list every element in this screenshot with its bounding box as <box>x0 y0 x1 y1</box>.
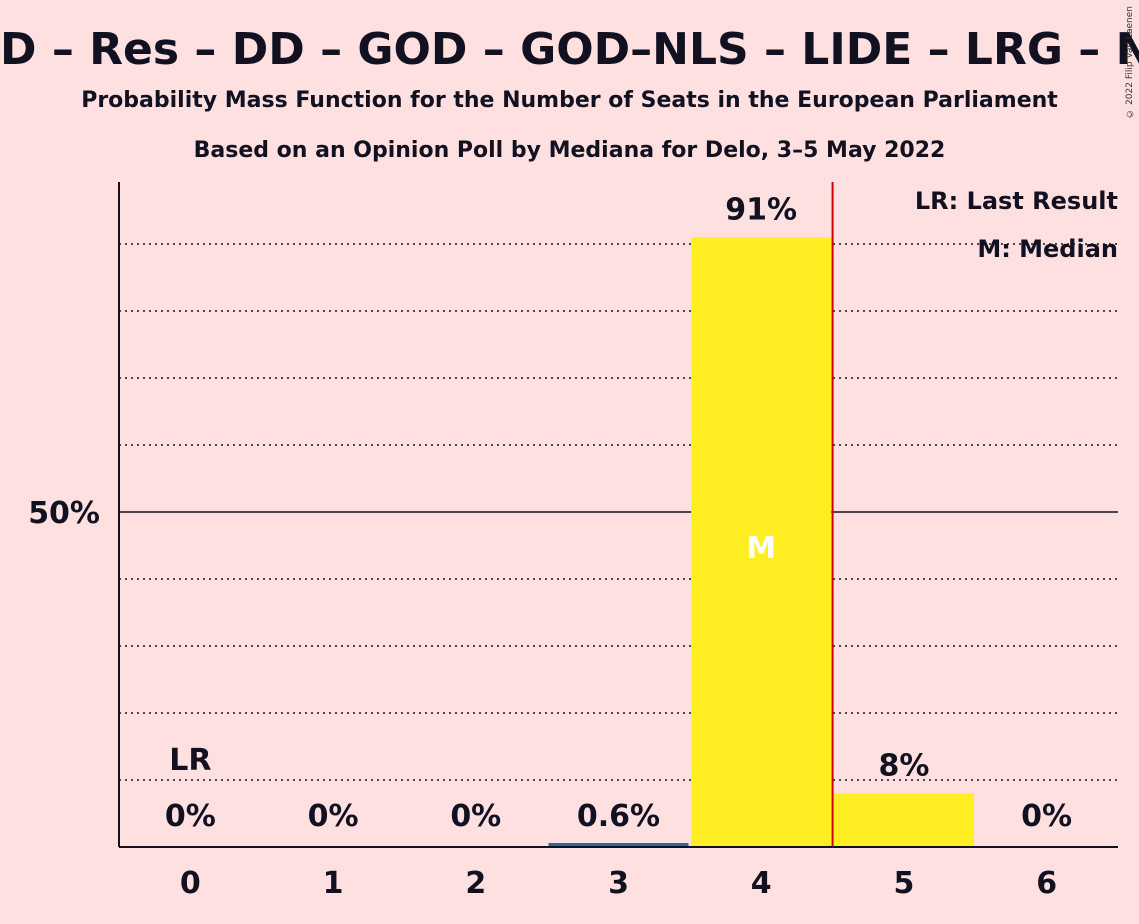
y-tick-label: 50% <box>28 496 100 531</box>
median-label: M <box>746 531 776 566</box>
x-tick-label: 6 <box>1036 866 1057 901</box>
x-tick-label: 1 <box>323 866 344 901</box>
bar <box>691 237 832 848</box>
value-label: 0.6% <box>577 799 660 834</box>
value-label: 0% <box>1021 799 1072 834</box>
legend-last-result: LR: Last Result <box>915 187 1118 215</box>
value-label: 0% <box>450 799 501 834</box>
legend-median: M: Median <box>977 235 1118 263</box>
bar <box>548 842 689 847</box>
x-tick-label: 4 <box>751 866 772 901</box>
x-tick-label: 0 <box>180 866 201 901</box>
chart-title: D – Res – DD – GOD – GOD–NLS – LIDE – LR… <box>0 24 1139 75</box>
last-result-label: LR <box>169 743 211 778</box>
value-label: 8% <box>878 748 929 783</box>
chart-source: Based on an Opinion Poll by Mediana for … <box>193 138 946 163</box>
bar <box>833 793 974 847</box>
value-label: 0% <box>165 799 216 834</box>
x-tick-label: 5 <box>893 866 914 901</box>
value-label: 0% <box>308 799 359 834</box>
chart-subtitle: Probability Mass Function for the Number… <box>81 88 1058 113</box>
x-tick-label: 2 <box>465 866 486 901</box>
x-tick-label: 3 <box>608 866 629 901</box>
value-label: 91% <box>725 192 797 227</box>
